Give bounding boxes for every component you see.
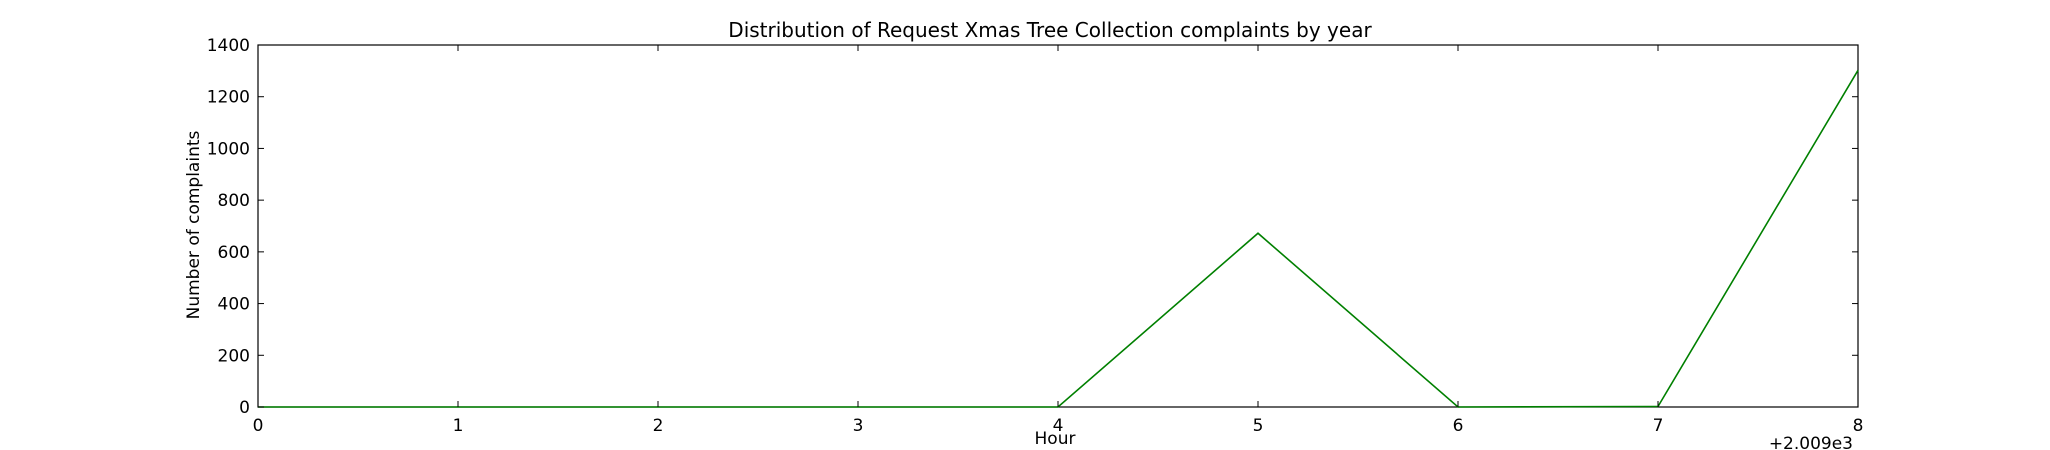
y-tick-label: 200 bbox=[218, 346, 250, 366]
x-axis-offset-label: +2.009e3 bbox=[1769, 434, 1853, 450]
y-tick-label: 0 bbox=[239, 398, 250, 418]
x-tick-label: 4 bbox=[1053, 416, 1064, 436]
x-tick-label: 8 bbox=[1853, 416, 1864, 436]
y-tick-label: 1000 bbox=[207, 139, 250, 159]
x-tick-label: 2 bbox=[653, 416, 664, 436]
y-axis-ticks: 0 200 400 600 800 1000 1200 1400 bbox=[207, 36, 1858, 418]
y-tick-label: 1400 bbox=[207, 36, 250, 56]
chart-title: Distribution of Request Xmas Tree Collec… bbox=[728, 18, 1372, 42]
x-axis-label: Hour bbox=[1035, 429, 1076, 449]
y-axis-label: Number of complaints bbox=[184, 130, 204, 319]
x-tick-label: 0 bbox=[253, 416, 264, 436]
x-tick-label: 6 bbox=[1453, 416, 1464, 436]
x-tick-label: 7 bbox=[1653, 416, 1664, 436]
y-tick-label: 1200 bbox=[207, 88, 250, 108]
y-tick-label: 800 bbox=[218, 191, 250, 211]
x-tick-label: 5 bbox=[1253, 416, 1264, 436]
y-tick-label: 600 bbox=[218, 243, 250, 263]
x-tick-label: 1 bbox=[453, 416, 464, 436]
x-axis-ticks: 0 1 2 3 4 5 6 7 8 bbox=[253, 45, 1864, 436]
y-tick-label: 400 bbox=[218, 295, 250, 315]
x-tick-label: 3 bbox=[853, 416, 864, 436]
